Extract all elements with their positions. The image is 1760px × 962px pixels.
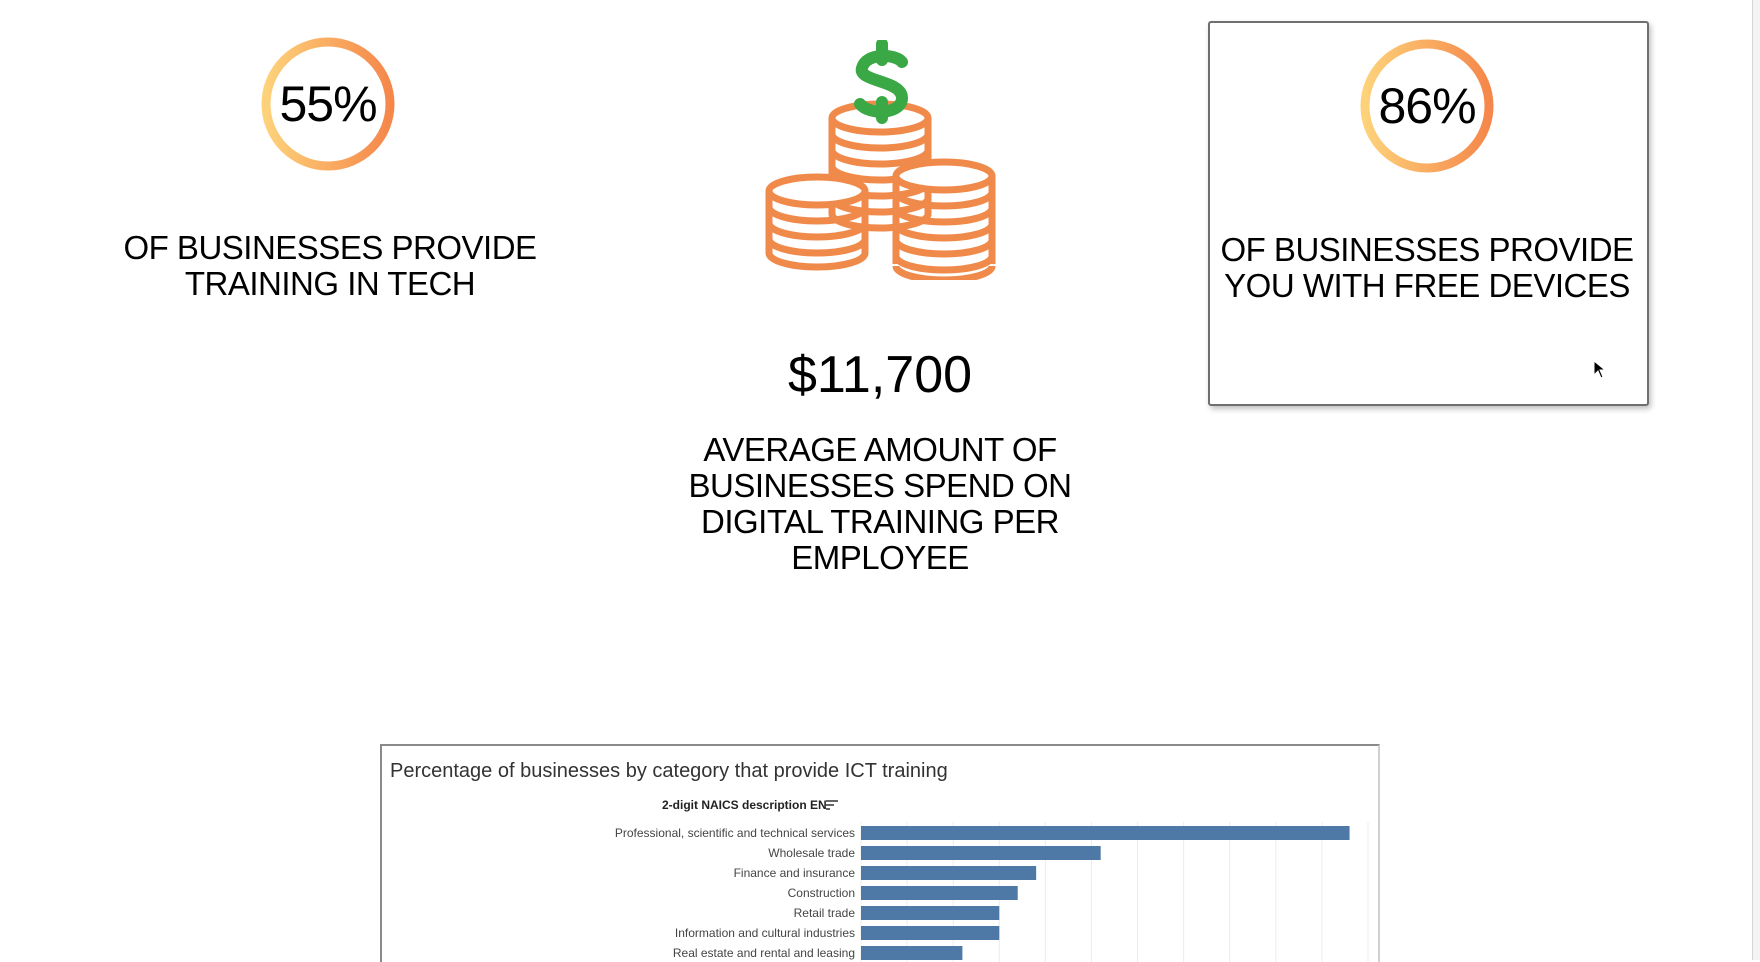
- bar[interactable]: [861, 866, 1037, 880]
- caption-line: OF BUSINESSES PROVIDE: [123, 229, 537, 266]
- training-in-tech-caption: OF BUSINESSES PROVIDE TRAINING IN TECH: [110, 230, 550, 302]
- category-label: Finance and insurance: [734, 866, 856, 880]
- caption-line: TRAINING IN TECH: [184, 265, 476, 302]
- spend-caption: AVERAGE AMOUNT OF BUSINESSES SPEND ON DI…: [660, 432, 1100, 576]
- free-devices-ring: 86%: [1359, 38, 1495, 174]
- bar-chart: Professional, scientific and technical s…: [615, 822, 1369, 962]
- category-label: Construction: [788, 886, 855, 900]
- training-in-tech-value: 55%: [279, 76, 377, 132]
- money-coins-icon: [765, 40, 996, 280]
- bar[interactable]: [861, 846, 1101, 860]
- ring-gauge-icon: [1360, 39, 1494, 173]
- category-label: Wholesale trade: [768, 846, 855, 860]
- caption-line: AVERAGE AMOUNT OF: [703, 431, 1057, 468]
- caption-line: BUSINESSES SPEND ON: [688, 467, 1072, 504]
- ring-gauge-icon: [261, 37, 395, 171]
- bar[interactable]: [861, 906, 1000, 920]
- free-devices-value: 86%: [1378, 78, 1476, 134]
- free-devices-tile[interactable]: [1208, 21, 1649, 406]
- bar[interactable]: [861, 946, 963, 960]
- caption-line: DIGITAL TRAINING PER: [701, 503, 1059, 540]
- mouse-pointer-icon: [1593, 360, 1607, 379]
- caption-line: YOU WITH FREE DEVICES: [1224, 267, 1630, 304]
- ict-training-chart-panel[interactable]: Percentage of businesses by category tha…: [380, 744, 1380, 962]
- category-label: Professional, scientific and technical s…: [615, 826, 855, 840]
- caption-line: EMPLOYEE: [791, 539, 969, 576]
- caption-line: OF BUSINESSES PROVIDE: [1220, 231, 1634, 268]
- training-in-tech-ring: 55%: [260, 36, 396, 172]
- bar[interactable]: [861, 886, 1018, 900]
- sort-descending-icon[interactable]: [826, 800, 838, 810]
- category-label: Retail trade: [794, 906, 856, 920]
- category-label: Information and cultural industries: [675, 926, 855, 940]
- dimension-header[interactable]: 2-digit NAICS description EN: [662, 798, 827, 812]
- chart-title: Percentage of businesses by category tha…: [390, 760, 948, 782]
- scrollbar-track[interactable]: [1752, 0, 1760, 960]
- free-devices-caption: OF BUSINESSES PROVIDE YOU WITH FREE DEVI…: [1206, 232, 1648, 304]
- bar[interactable]: [861, 926, 1000, 940]
- spend-amount: $11,700: [787, 346, 973, 404]
- category-label: Real estate and rental and leasing: [673, 946, 855, 960]
- bar[interactable]: [861, 826, 1350, 840]
